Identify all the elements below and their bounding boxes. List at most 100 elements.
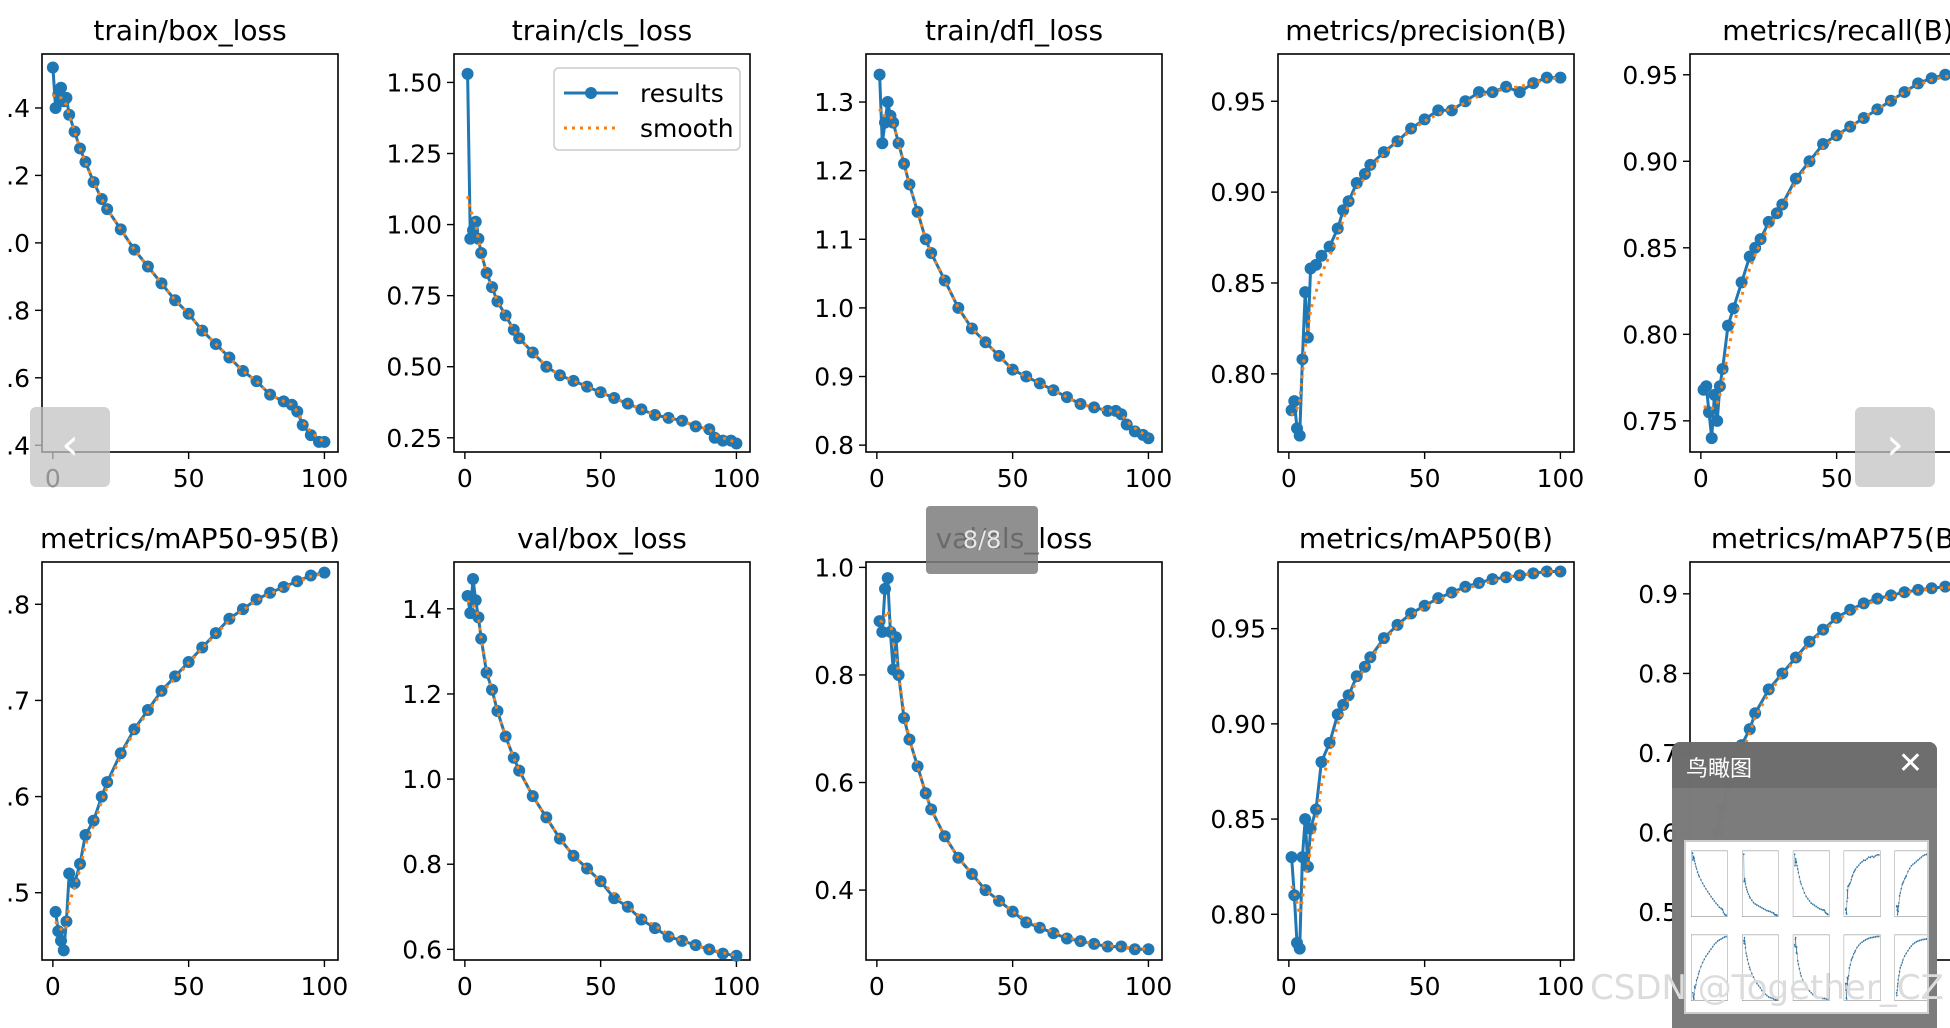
- y-tick-label: .6: [6, 364, 30, 393]
- results-point: [1693, 993, 1695, 996]
- results-point: [1774, 998, 1777, 1001]
- results-point: [876, 137, 889, 150]
- results-point: [318, 566, 331, 579]
- results-point: [60, 91, 73, 104]
- results-point: [648, 409, 661, 422]
- x-tick-label: 50: [585, 464, 617, 493]
- overview-thumbnail[interactable]: [1684, 840, 1932, 1014]
- results-point: [1771, 997, 1773, 1000]
- results-point: [608, 892, 621, 905]
- x-tick-label: 0: [1281, 972, 1297, 1001]
- results-point: [60, 915, 73, 928]
- y-tick-label: 1.0: [814, 294, 854, 323]
- next-image-button[interactable]: ›: [1855, 407, 1935, 487]
- results-point: [318, 435, 331, 448]
- results-point: [1725, 935, 1727, 938]
- results-point: [1797, 871, 1800, 874]
- results-point: [472, 611, 485, 624]
- y-tick-label: 0.9: [1638, 580, 1678, 609]
- results-point: [1794, 936, 1797, 939]
- results-point: [1748, 966, 1751, 969]
- results-point: [1692, 855, 1695, 858]
- results-point: [1866, 938, 1868, 941]
- smooth-line: [1703, 74, 1950, 411]
- results-point: [1716, 904, 1719, 907]
- y-tick-label: 0.75: [1622, 407, 1678, 436]
- chart-title: train/box_loss: [93, 14, 286, 47]
- results-line: [1290, 76, 1561, 437]
- results-point: [141, 704, 154, 717]
- results-point: [1868, 937, 1870, 940]
- plot-frame: [1277, 53, 1575, 453]
- results-point: [1846, 982, 1848, 985]
- y-tick-label: 0.6: [814, 769, 854, 798]
- results-point: [1830, 611, 1843, 624]
- results-point: [1299, 813, 1312, 826]
- results-point: [1857, 864, 1860, 867]
- results-point: [223, 351, 236, 364]
- results-line: [1692, 853, 1727, 916]
- results-point: [911, 760, 924, 773]
- results-point: [1847, 974, 1850, 977]
- results-point: [1358, 167, 1371, 180]
- results-point: [1703, 958, 1706, 961]
- y-tick-label: 0.75: [386, 282, 442, 311]
- y-tick-label: 0.85: [1210, 269, 1266, 298]
- subplot-3: train/dfl_loss 0.8 0.9 1.0 1.1 1.2 1.3 0 50 100: [814, 14, 1172, 493]
- chart-title: train/cls_loss: [512, 14, 692, 47]
- plot-frame: [1277, 561, 1575, 961]
- prev-image-button[interactable]: ‹: [30, 407, 110, 487]
- results-point: [1020, 916, 1033, 929]
- results-point: [1920, 938, 1923, 941]
- results-point: [703, 423, 716, 436]
- results-point: [1853, 951, 1856, 954]
- results-line: [466, 578, 737, 958]
- results-point: [1849, 881, 1852, 884]
- results-point: [1794, 864, 1796, 867]
- subplot-6: [1691, 934, 1728, 1001]
- results-point: [1798, 967, 1801, 970]
- results-point: [1856, 866, 1858, 869]
- results-point: [1868, 856, 1870, 859]
- image-counter: 8/8: [926, 506, 1038, 574]
- smooth-line: [1896, 938, 1930, 994]
- results-point: [507, 751, 520, 764]
- results-point: [1727, 302, 1740, 315]
- results-point: [1744, 946, 1747, 949]
- results-point: [1711, 414, 1724, 427]
- close-icon[interactable]: ✕: [1897, 746, 1923, 781]
- plot-frame: [1742, 934, 1779, 1001]
- y-tick-label: 1.0: [814, 553, 854, 582]
- results-point: [1754, 903, 1756, 906]
- results-point: [1776, 999, 1778, 1002]
- results-point: [1047, 384, 1060, 397]
- results-point: [1850, 959, 1853, 962]
- y-tick-label: 0.8: [402, 850, 442, 879]
- results-point: [1897, 978, 1899, 981]
- results-point: [1772, 911, 1775, 914]
- results-point: [1923, 938, 1926, 941]
- overview-thumbnail-image: [1691, 850, 1932, 1002]
- results-point: [1793, 853, 1796, 856]
- y-tick-label: 1.00: [386, 211, 442, 240]
- results-point: [662, 411, 675, 424]
- smooth-line: [54, 572, 325, 934]
- smooth-line: [1743, 941, 1778, 1001]
- results-point: [1925, 938, 1928, 941]
- subplot-4: [1843, 850, 1881, 917]
- results-point: [1823, 909, 1826, 912]
- results-point: [1749, 241, 1762, 254]
- x-tick-label: 50: [997, 464, 1029, 493]
- results-point: [1805, 985, 1807, 988]
- results-point: [472, 232, 485, 245]
- results-point: [1798, 876, 1801, 879]
- plot-frame: [1792, 934, 1830, 1001]
- results-point: [1746, 955, 1748, 958]
- results-point: [730, 949, 743, 962]
- results-point: [1746, 888, 1748, 891]
- results-point: [1820, 997, 1822, 1000]
- results-point: [1852, 952, 1855, 955]
- plot-frame: [41, 561, 339, 961]
- x-tick-label: 100: [1125, 464, 1173, 493]
- results-point: [1694, 862, 1696, 865]
